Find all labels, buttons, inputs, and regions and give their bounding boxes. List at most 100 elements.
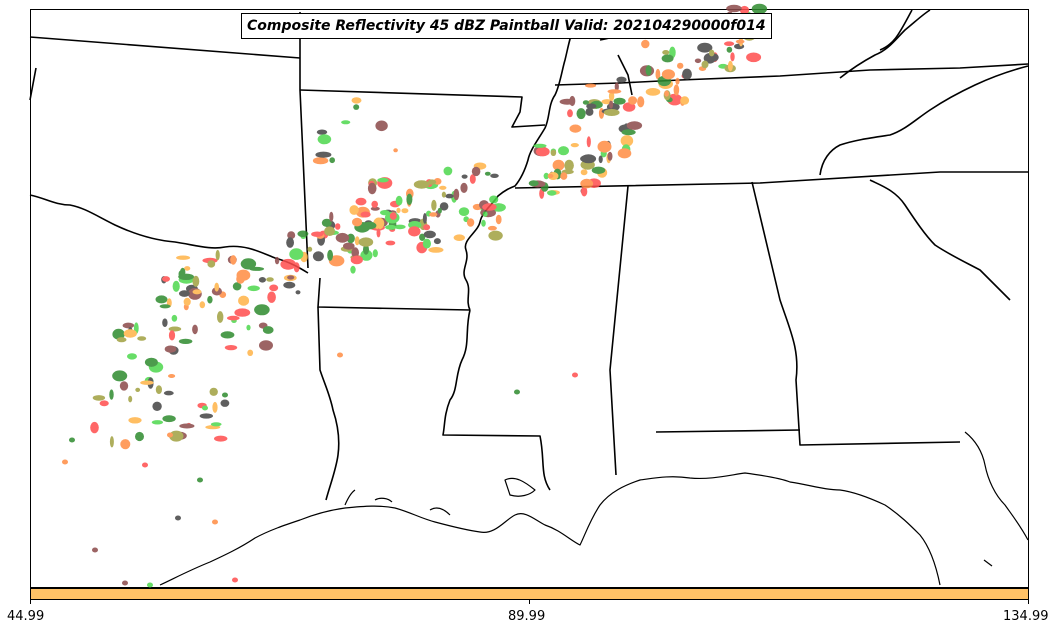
paintball-blob bbox=[246, 324, 251, 331]
paintball-blob bbox=[735, 39, 745, 44]
paintball-blob bbox=[586, 136, 591, 148]
paintball-blob bbox=[224, 345, 238, 351]
paintball-blob bbox=[360, 211, 371, 218]
paintball-blob bbox=[210, 422, 222, 427]
paintball-blob bbox=[570, 143, 579, 148]
reflectivity-paintballs bbox=[62, 3, 768, 588]
paintball-blob bbox=[90, 421, 99, 434]
paintball-blob bbox=[564, 159, 574, 172]
paintball-blob bbox=[645, 65, 652, 76]
paintball-blob bbox=[664, 90, 669, 97]
paintball-blob bbox=[375, 120, 388, 132]
paintball-blob bbox=[266, 277, 274, 282]
paintball-blob bbox=[726, 4, 742, 13]
paintball-blob bbox=[123, 329, 137, 338]
paintball-blob bbox=[168, 330, 176, 341]
paintball-blob bbox=[569, 124, 582, 133]
paintball-blob bbox=[389, 212, 397, 220]
paintball-blob bbox=[179, 290, 190, 297]
paintball-blob bbox=[677, 62, 684, 69]
border-line bbox=[839, 9, 931, 79]
colorbar-tick-label-max: 134.99 bbox=[1003, 609, 1049, 624]
paintball-blob bbox=[608, 91, 615, 102]
paintball-blob bbox=[585, 83, 597, 88]
paintball-blob bbox=[140, 380, 154, 385]
paintball-blob bbox=[586, 103, 597, 109]
paintball-blob bbox=[607, 89, 622, 94]
paintball-blob bbox=[355, 197, 367, 206]
paintball-blob bbox=[641, 39, 650, 49]
paintball-blob bbox=[209, 387, 218, 396]
paintball-blob bbox=[682, 68, 692, 80]
border-line bbox=[819, 65, 1029, 176]
paintball-blob bbox=[371, 200, 379, 208]
paintball-blob bbox=[343, 242, 355, 250]
paintball-blob bbox=[267, 291, 276, 303]
map-title: Composite Reflectivity 45 dBZ Paintball … bbox=[241, 13, 772, 39]
paintball-blob bbox=[533, 143, 547, 148]
paintball-blob bbox=[423, 230, 436, 239]
paintball-blob bbox=[289, 248, 304, 260]
paintball-blob bbox=[155, 385, 162, 394]
paintball-blob bbox=[751, 3, 768, 15]
paintball-blob bbox=[406, 193, 413, 205]
coast-line bbox=[344, 489, 356, 506]
paintball-blob bbox=[119, 381, 129, 391]
paintball-blob bbox=[576, 108, 586, 120]
paintball-blob bbox=[597, 140, 612, 153]
paintball-blob bbox=[144, 357, 158, 367]
paintball-blob bbox=[617, 148, 632, 159]
paintball-blob bbox=[217, 311, 224, 323]
paintball-blob bbox=[262, 326, 274, 334]
paintball-blob bbox=[346, 233, 355, 244]
paintball-blob bbox=[162, 415, 176, 423]
paintball-blob bbox=[232, 577, 238, 583]
paintball-blob bbox=[482, 203, 497, 211]
paintball-blob bbox=[337, 352, 343, 358]
paintball-blob bbox=[62, 459, 68, 465]
paintball-blob bbox=[214, 282, 219, 292]
paintball-blob bbox=[393, 224, 406, 230]
paintball-blob bbox=[351, 97, 362, 104]
paintball-blob bbox=[372, 249, 378, 258]
paintball-blob bbox=[572, 372, 578, 378]
paintball-blob bbox=[109, 436, 114, 448]
paintball-blob bbox=[293, 262, 300, 273]
paintball-blob bbox=[616, 76, 627, 83]
paintball-blob bbox=[341, 120, 351, 125]
paintball-blob bbox=[152, 401, 162, 411]
border-line bbox=[869, 179, 1011, 301]
paintball-blob bbox=[92, 395, 106, 401]
paintball-blob bbox=[335, 232, 350, 243]
paintball-blob bbox=[321, 218, 332, 227]
paintball-blob bbox=[324, 226, 335, 236]
paintball-blob bbox=[694, 58, 702, 64]
paintball-blob bbox=[487, 225, 497, 231]
paintball-blob bbox=[222, 392, 228, 398]
paintball-blob bbox=[385, 240, 396, 246]
paintball-blob bbox=[122, 322, 135, 329]
gulf-coastline bbox=[159, 431, 1029, 586]
paintball-blob bbox=[680, 96, 690, 105]
paintball-blob bbox=[220, 331, 235, 339]
paintball-blob bbox=[360, 249, 373, 261]
paintball-blob bbox=[591, 166, 606, 174]
paintball-blob bbox=[550, 149, 557, 156]
paintball-blob bbox=[112, 328, 125, 340]
paintball-blob bbox=[607, 151, 613, 161]
paintball-blob bbox=[128, 417, 142, 424]
paintball-blob bbox=[427, 179, 437, 185]
paintball-blob bbox=[626, 121, 643, 130]
paintball-blob bbox=[458, 207, 470, 217]
paintball-blob bbox=[370, 206, 380, 211]
paintball-blob bbox=[645, 88, 661, 96]
paintball-blob bbox=[230, 255, 237, 265]
paintball-blob bbox=[445, 193, 454, 199]
paintball-blob bbox=[315, 151, 332, 158]
paintball-blob bbox=[581, 186, 588, 197]
paintball-blob bbox=[675, 77, 680, 85]
colorbar bbox=[30, 588, 1029, 600]
paintball-blob bbox=[215, 249, 220, 261]
paintball-blob bbox=[547, 173, 554, 179]
